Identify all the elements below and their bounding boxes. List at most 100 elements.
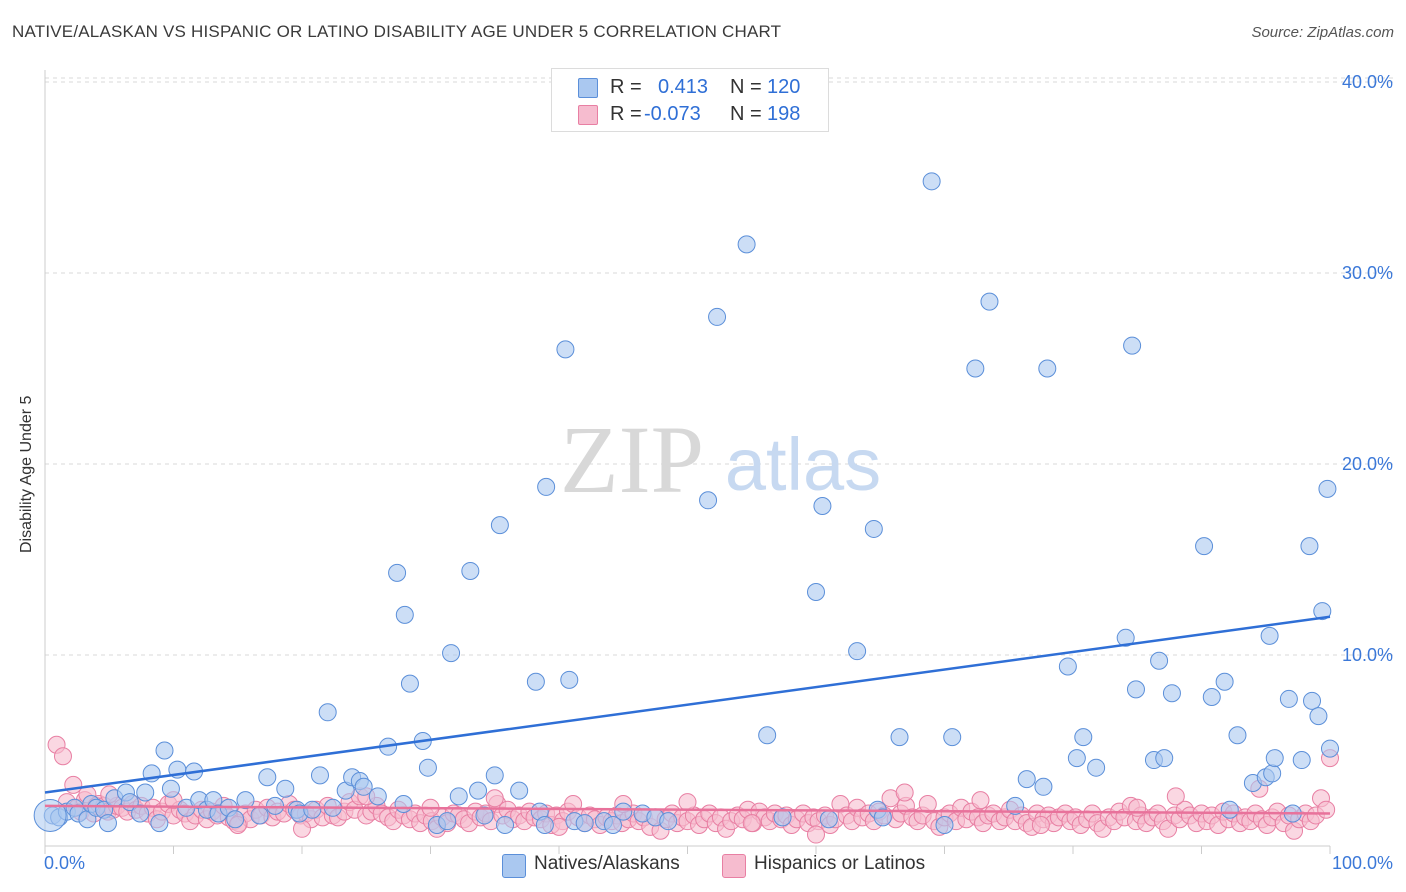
- hispanics-point: [918, 794, 937, 813]
- natives-point: [131, 804, 150, 823]
- natives-point: [966, 359, 985, 378]
- natives-point: [98, 814, 117, 833]
- natives-point: [1126, 680, 1145, 699]
- hispanics-point: [742, 814, 761, 833]
- y-tick-label: 40.0%: [1342, 72, 1393, 92]
- natives-point: [1155, 749, 1174, 768]
- natives-point: [1123, 336, 1142, 355]
- natives-point: [1303, 691, 1322, 710]
- natives-point: [873, 808, 892, 827]
- natives-point: [394, 794, 413, 813]
- y-tick-label: 30.0%: [1342, 263, 1393, 283]
- legend-swatch-hispanics: [722, 854, 746, 878]
- n-value: 198: [767, 103, 801, 125]
- hispanics-point: [678, 793, 697, 812]
- x-tick-label-end: 100.0%: [1332, 853, 1393, 873]
- natives-point: [1067, 749, 1086, 768]
- legend-label-natives: Natives/Alaskans: [534, 853, 680, 874]
- natives-point: [150, 814, 169, 833]
- natives-point: [575, 814, 594, 833]
- natives-point: [1150, 651, 1169, 670]
- series-hispanics-points: [47, 735, 1339, 844]
- natives-point: [1195, 537, 1214, 556]
- hispanics-point: [807, 825, 825, 844]
- natives-point: [1202, 688, 1221, 707]
- natives-point: [461, 561, 480, 580]
- natives-point: [310, 766, 329, 785]
- natives-point: [266, 796, 285, 815]
- hispanics-point: [895, 783, 914, 802]
- y-tick-label: 10.0%: [1342, 645, 1393, 665]
- natives-point: [276, 779, 295, 798]
- hispanics-point: [1317, 800, 1336, 819]
- natives-point: [236, 791, 255, 810]
- chart-source: Source: ZipAtlas.com: [1251, 24, 1394, 41]
- hispanics-point: [971, 791, 990, 810]
- r-value: -0.073: [644, 103, 701, 125]
- stats-box: R = 0.413 N = 120 R = -0.073 N = 198: [551, 68, 829, 132]
- natives-point: [1162, 684, 1181, 703]
- natives-point-cluster: [33, 798, 67, 832]
- hispanics-point: [53, 747, 72, 766]
- natives-point: [388, 563, 407, 582]
- natives-point: [1058, 657, 1077, 676]
- natives-point: [510, 781, 529, 800]
- natives-point: [535, 815, 554, 834]
- hispanics-point: [1128, 798, 1147, 817]
- natives-point: [1292, 751, 1311, 770]
- natives-point: [136, 783, 155, 802]
- natives-point: [848, 642, 867, 661]
- natives-point: [395, 605, 414, 624]
- watermark: ZIP atlas: [560, 406, 881, 513]
- natives-point: [737, 235, 756, 254]
- natives-point: [1321, 739, 1339, 758]
- legend-label-hispanics: Hispanics or Latinos: [754, 853, 926, 874]
- natives-point: [943, 728, 962, 747]
- natives-point: [708, 307, 727, 326]
- natives-point: [1215, 672, 1234, 691]
- natives-point: [560, 670, 579, 689]
- gridlines: [45, 77, 1395, 656]
- natives-point: [354, 777, 373, 796]
- natives-point: [935, 815, 954, 834]
- natives-point: [1074, 728, 1093, 747]
- natives-point: [819, 810, 838, 829]
- chart-title: NATIVE/ALASKAN VS HISPANIC OR LATINO DIS…: [12, 22, 782, 41]
- natives-point: [922, 172, 941, 191]
- stats-row-hispanics: R = -0.073 N = 198: [552, 101, 828, 127]
- natives-point: [758, 726, 777, 745]
- natives-point: [1279, 689, 1298, 708]
- stats-row-natives: R = 0.413 N = 120: [552, 74, 828, 100]
- hispanics-swatch: [578, 105, 598, 125]
- natives-point: [890, 728, 909, 747]
- trend-line-natives: [44, 615, 1331, 794]
- natives-point: [1265, 749, 1284, 768]
- legend-swatch-natives: [502, 854, 526, 878]
- natives-point: [773, 808, 792, 827]
- natives-point: [449, 787, 468, 806]
- n-value: 120: [767, 76, 801, 98]
- trend-line-hispanics: [44, 804, 1331, 815]
- natives-point: [614, 802, 633, 821]
- natives-point: [864, 519, 883, 538]
- series-natives-points: [33, 172, 1339, 834]
- hispanics-point: [293, 819, 311, 838]
- hispanics-point: [1166, 787, 1185, 806]
- natives-point: [526, 672, 545, 691]
- trend-lines: [44, 615, 1331, 815]
- natives-swatch: [578, 78, 598, 98]
- tick-labels: 10.0% 20.0% 30.0% 40.0% 0.0% 100.0%: [44, 72, 1393, 873]
- r-value: 0.413: [658, 76, 709, 98]
- n-label: N =: [730, 103, 762, 125]
- natives-point: [807, 582, 825, 601]
- r-label: R =: [610, 103, 642, 125]
- natives-point: [250, 806, 269, 825]
- natives-point: [1309, 707, 1328, 726]
- n-label: N =: [730, 76, 762, 98]
- natives-point: [368, 787, 387, 806]
- natives-point: [438, 812, 457, 831]
- hispanics-point: [1031, 815, 1050, 834]
- axes: [44, 70, 1331, 854]
- natives-point: [1313, 602, 1332, 621]
